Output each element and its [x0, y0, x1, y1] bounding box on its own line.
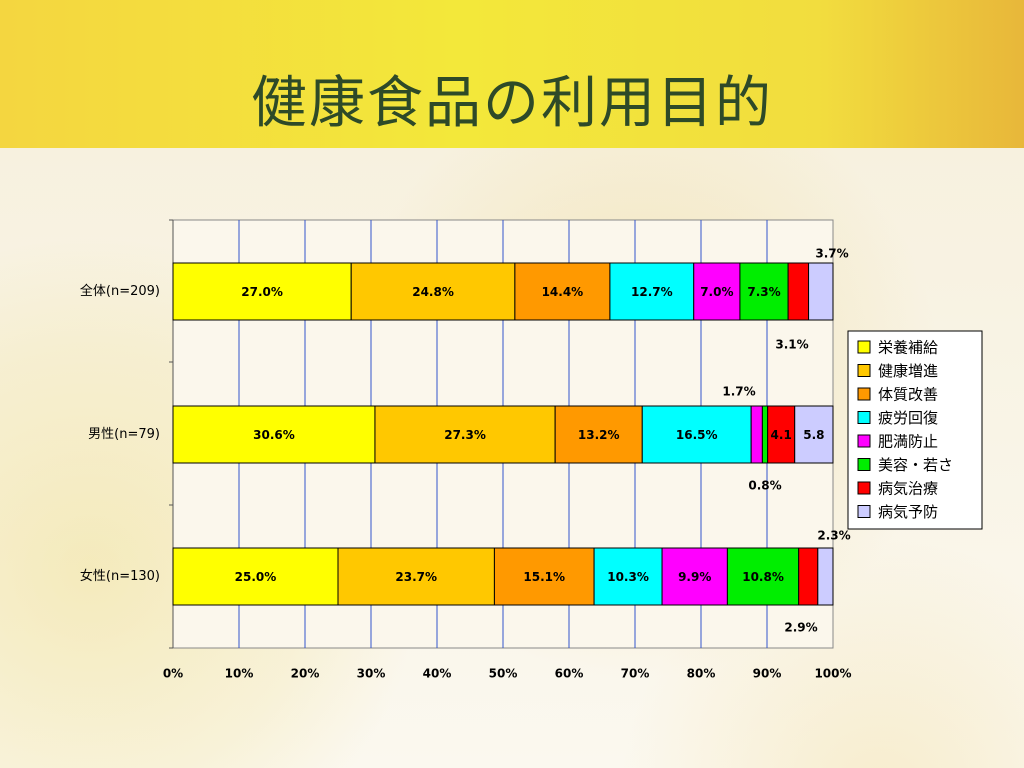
bar-segment — [693, 262, 741, 321]
bar-segment — [798, 547, 819, 606]
bar-segment — [794, 405, 834, 464]
bar-segment — [172, 547, 339, 606]
data-label: 4.1 — [771, 428, 792, 442]
data-label: 13.2% — [578, 428, 620, 442]
bar-segment — [172, 405, 376, 464]
callout-label: 3.7% — [815, 247, 848, 261]
callout-label: 0.8% — [748, 479, 781, 493]
bar-segment — [739, 262, 789, 321]
bar-segment — [493, 547, 595, 606]
legend-entry: 肥満防止 — [878, 433, 938, 451]
callout-label: 2.3% — [817, 529, 850, 543]
legend-entry: 病気予防 — [878, 503, 938, 521]
x-tick-label: 100% — [814, 667, 851, 681]
x-tick-label: 30% — [357, 667, 386, 681]
data-label: 23.7% — [395, 570, 437, 584]
bar-segment — [761, 405, 769, 464]
legend-swatch — [857, 434, 871, 448]
data-label: 10.8% — [742, 570, 784, 584]
bar-segment — [172, 262, 352, 321]
bar-segment — [661, 547, 728, 606]
x-tick-label: 20% — [291, 667, 320, 681]
bar-segment — [337, 547, 495, 606]
legend-swatch — [857, 481, 871, 495]
bar-segment — [350, 262, 516, 321]
callout-label: 1.7% — [722, 385, 755, 399]
legend-swatch — [857, 505, 871, 518]
data-label: 16.5% — [676, 428, 718, 442]
bar-segment — [817, 547, 834, 606]
legend-entry: 病気治療 — [878, 480, 938, 498]
data-label: 27.0% — [241, 285, 283, 299]
x-tick-label: 0% — [163, 667, 183, 681]
legend-entry: 美容・若さ — [878, 456, 953, 474]
data-label: 9.9% — [678, 570, 711, 584]
data-label: 24.8% — [412, 285, 454, 299]
x-tick-label: 40% — [423, 667, 452, 681]
category-label: 男性(n=79) — [88, 427, 160, 442]
legend-entry: 栄養補給 — [878, 339, 938, 357]
legend-swatch — [857, 364, 871, 377]
bar-segment — [593, 547, 663, 606]
data-label: 25.0% — [235, 570, 277, 584]
data-label: 7.3% — [747, 285, 780, 299]
data-label: 27.3% — [444, 428, 486, 442]
bar-segment — [767, 405, 796, 464]
x-tick-label: 90% — [753, 667, 782, 681]
bar-segment — [787, 262, 810, 321]
bar-segment — [374, 405, 556, 464]
legend-entry: 健康増進 — [878, 362, 938, 380]
data-label: 5.8 — [803, 428, 824, 442]
bar-segment — [641, 405, 752, 464]
legend-swatch — [857, 387, 871, 401]
x-tick-label: 60% — [555, 667, 584, 681]
legend-swatch — [857, 340, 871, 354]
x-tick-label: 10% — [225, 667, 254, 681]
data-label: 30.6% — [253, 428, 295, 442]
legend-entry: 疲労回復 — [878, 409, 938, 427]
data-label: 7.0% — [700, 285, 733, 299]
bar-segment — [609, 262, 695, 321]
legend-swatch — [857, 411, 871, 424]
legend-swatch — [857, 458, 871, 471]
bar-segment — [554, 405, 643, 464]
slide-title: 健康食品の利用目的 — [251, 71, 773, 136]
callout-label: 3.1% — [775, 338, 808, 352]
legend-entry: 体質改善 — [878, 386, 938, 404]
data-label: 12.7% — [631, 285, 673, 299]
data-label: 10.3% — [607, 570, 649, 584]
legend-box — [847, 330, 983, 530]
data-label: 15.1% — [523, 570, 565, 584]
title-band — [0, 0, 1024, 148]
bar-segment — [514, 262, 611, 321]
bar-segment — [808, 262, 834, 321]
category-label: 全体(n=209) — [80, 283, 160, 299]
category-label: 女性(n=130) — [80, 568, 160, 584]
x-tick-label: 50% — [489, 667, 518, 681]
x-tick-label: 80% — [687, 667, 716, 681]
data-label: 14.4% — [542, 285, 584, 299]
callout-label: 2.9% — [784, 621, 817, 635]
x-tick-label: 70% — [621, 667, 650, 681]
bar-segment — [750, 405, 763, 464]
